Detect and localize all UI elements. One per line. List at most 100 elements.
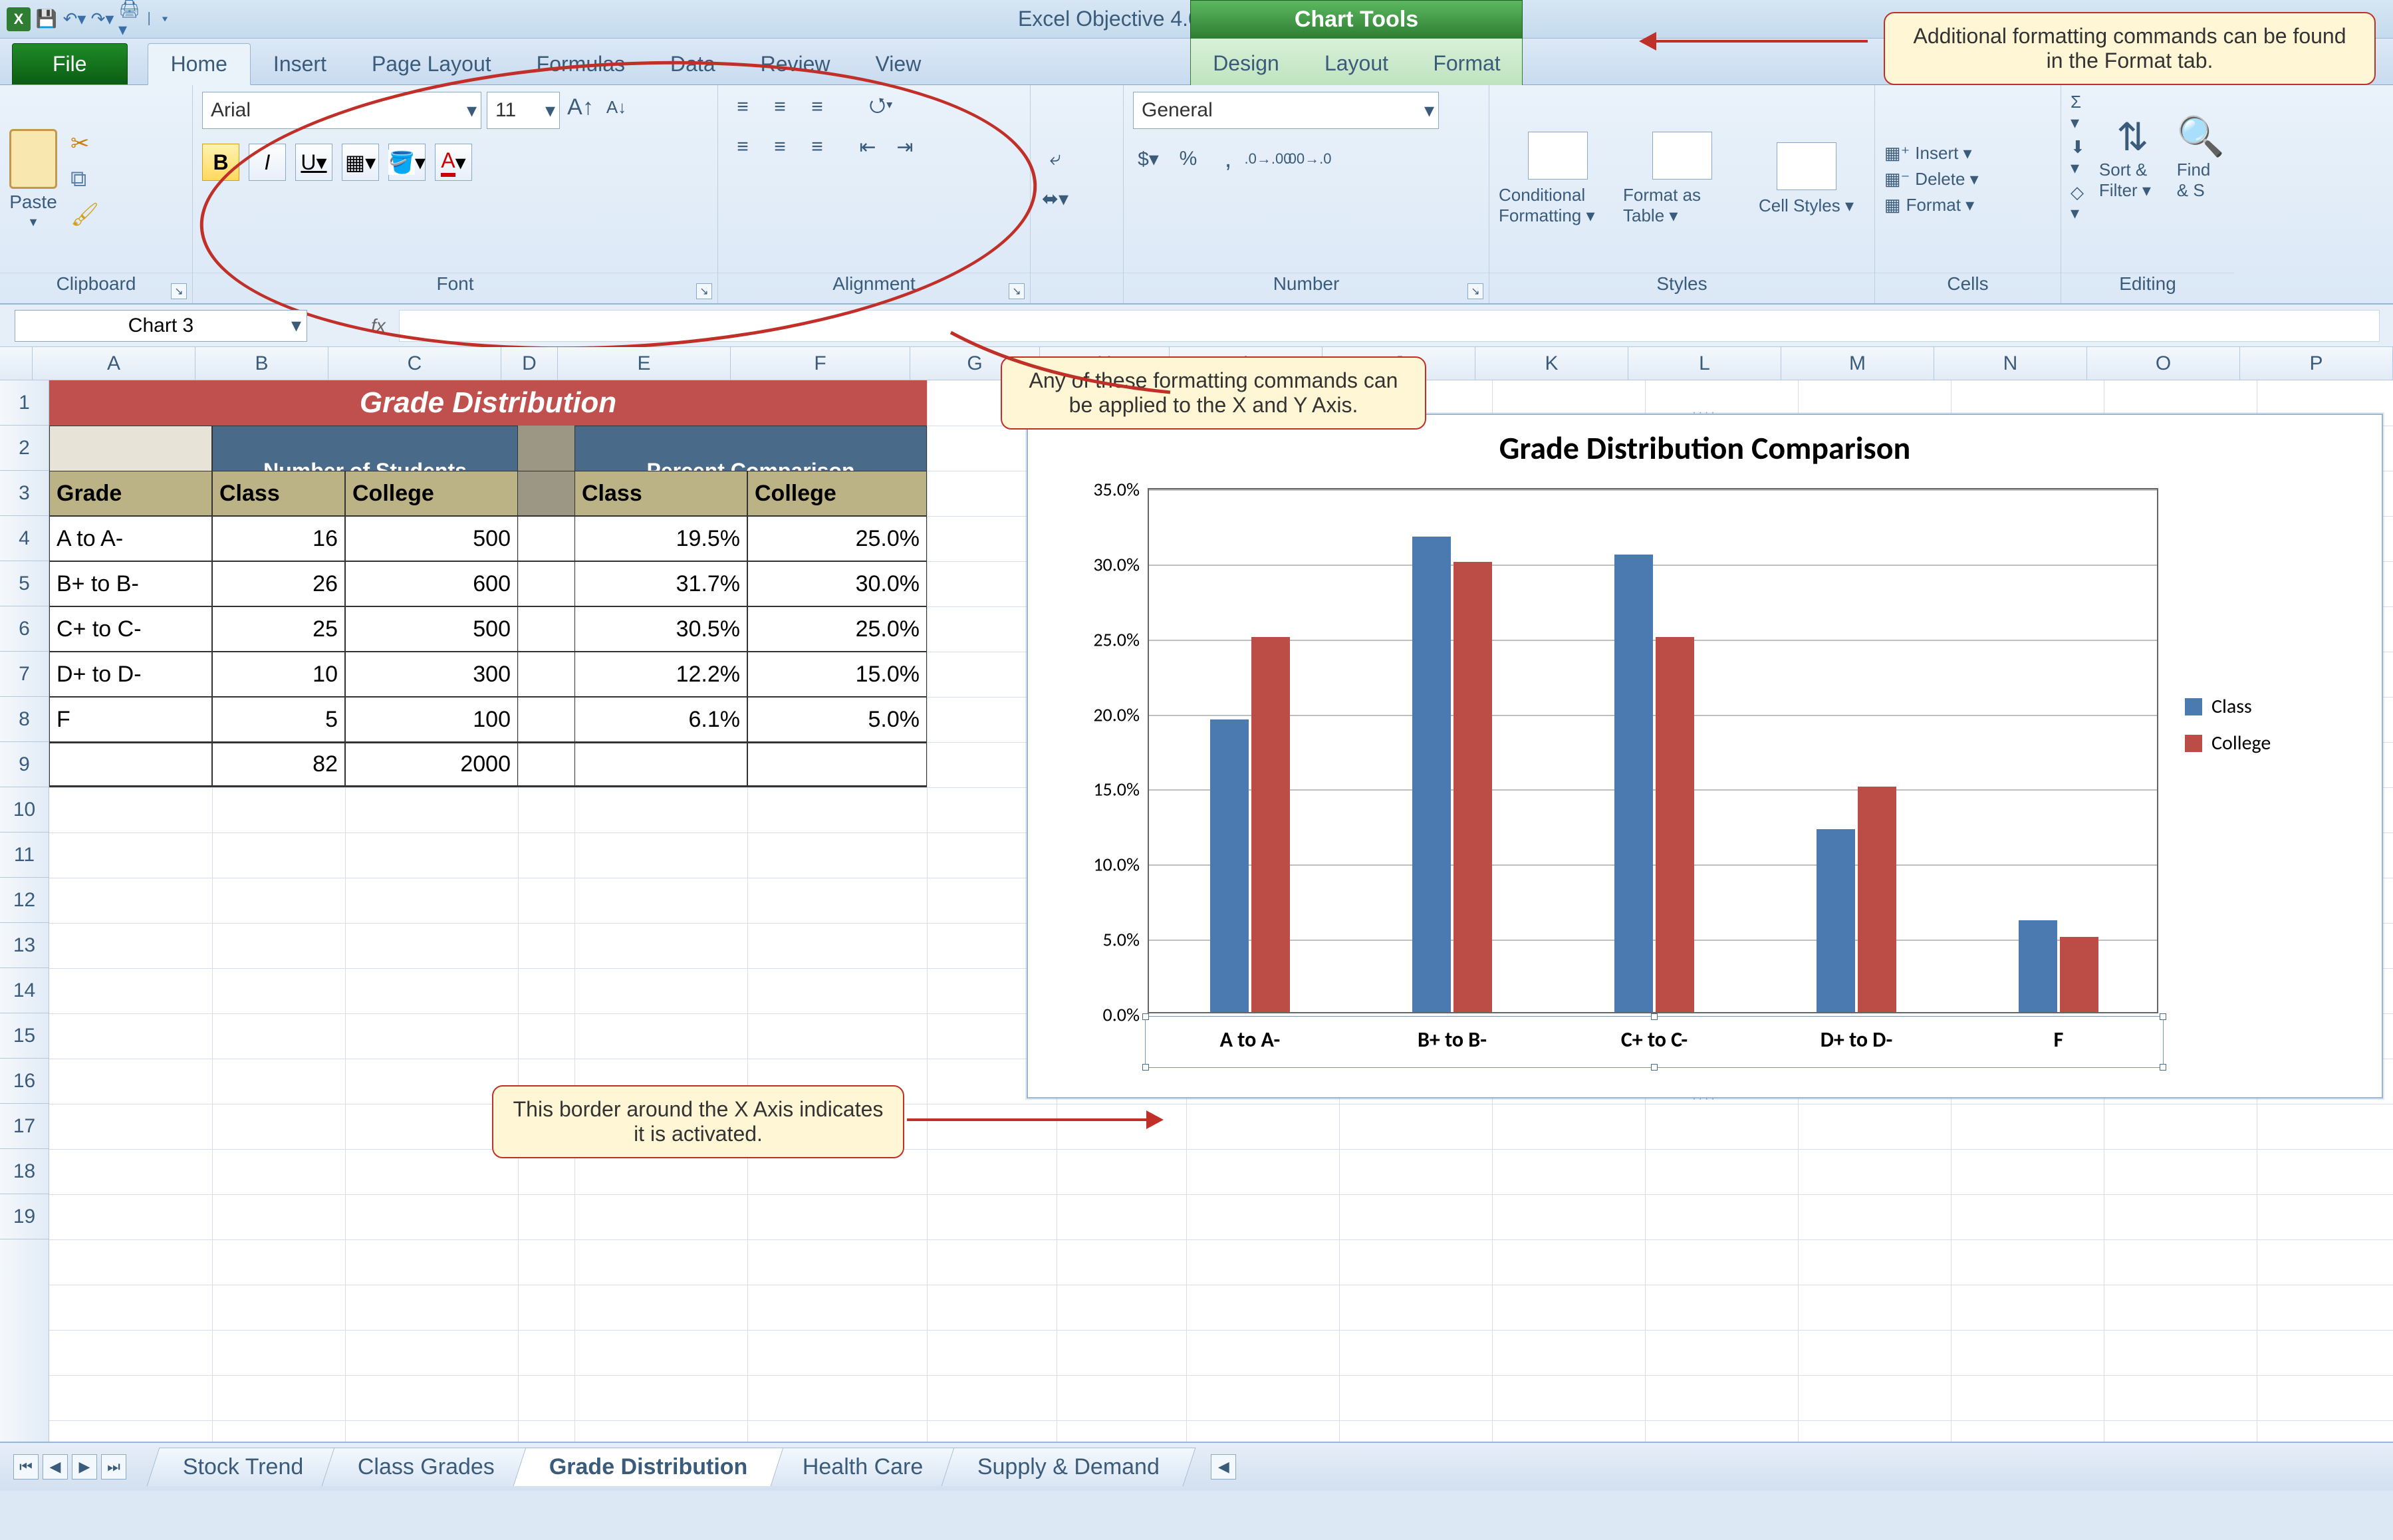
sheet-tab[interactable]: Class Grades [322,1448,531,1486]
cell[interactable] [574,742,747,787]
tab-nav-prev-icon[interactable]: ◀ [43,1454,68,1479]
file-tab[interactable]: File [12,43,128,84]
cell[interactable]: B+ to B- [49,561,212,606]
cell[interactable]: 82 [212,742,345,787]
cell[interactable]: College [345,471,518,516]
cut-icon[interactable]: ✂ [70,130,99,157]
cell[interactable] [518,561,574,606]
cell[interactable]: 16 [212,516,345,561]
sort-filter-button[interactable]: ⇅Sort & Filter ▾ [2099,114,2166,201]
cell[interactable]: 300 [345,652,518,697]
tab-insert[interactable]: Insert [251,44,349,84]
row-header[interactable]: 12 [0,878,49,923]
clear-icon[interactable]: ◇ ▾ [2071,182,2088,223]
tab-nav-first-icon[interactable]: ⏮ [13,1454,39,1479]
insert-cells-button[interactable]: ▦⁺Insert ▾ [1884,143,1979,164]
paste-button[interactable]: Paste ▼ [9,129,57,229]
cell[interactable] [518,742,574,787]
chart-bar[interactable] [1817,829,1855,1012]
column-header[interactable]: C [328,347,501,380]
copy-icon[interactable]: ⧉ [70,166,99,192]
row-header[interactable]: 7 [0,652,49,697]
find-select-button[interactable]: 🔍Find & S [2177,114,2225,201]
cell[interactable]: 25 [212,606,345,652]
column-header[interactable]: P [2240,347,2393,380]
row-header[interactable]: 13 [0,923,49,968]
row-header[interactable]: 18 [0,1149,49,1194]
row-header[interactable]: 4 [0,516,49,561]
row-header[interactable]: 5 [0,561,49,606]
chart-bar[interactable] [1858,787,1896,1012]
cell[interactable]: 12.2% [574,652,747,697]
format-cells-button[interactable]: ▦Format ▾ [1884,195,1979,215]
tab-format[interactable]: Format [1412,42,1522,85]
row-header[interactable]: 14 [0,968,49,1013]
wrap-text-icon[interactable]: ⤶ [1040,144,1071,174]
tab-nav-next-icon[interactable]: ▶ [72,1454,97,1479]
cells-area[interactable]: Grade DistributionNumber of StudentsPerc… [49,380,2393,1491]
chart-bar[interactable] [1210,719,1249,1012]
row-header[interactable]: 11 [0,833,49,878]
cell[interactable]: A to A- [49,516,212,561]
qat-customize-icon[interactable]: ⎸▾ [146,7,170,31]
cell[interactable]: 31.7% [574,561,747,606]
conditional-formatting-button[interactable]: Conditional Formatting ▾ [1499,132,1616,226]
tab-nav-last-icon[interactable]: ⏭ [101,1454,126,1479]
chart-bar[interactable] [1614,555,1653,1012]
select-all-corner[interactable] [0,347,33,380]
chart-bar[interactable] [1453,562,1492,1012]
legend-item[interactable]: Class [2185,694,2271,719]
row-header[interactable]: 19 [0,1194,49,1239]
row-header[interactable]: 15 [0,1013,49,1059]
column-header[interactable]: E [558,347,731,380]
chart-legend[interactable]: ClassCollege [2185,694,2271,767]
row-header[interactable]: 3 [0,471,49,516]
cell[interactable]: 26 [212,561,345,606]
cell[interactable]: 6.1% [574,697,747,742]
cell[interactable]: 19.5% [574,516,747,561]
row-header[interactable]: 10 [0,787,49,833]
decrease-decimal-icon[interactable]: .00→.0 [1293,144,1323,174]
tab-design[interactable]: Design [1191,42,1301,85]
number-format-select[interactable]: General▾ [1133,92,1439,129]
format-painter-icon[interactable]: 🖌 [70,201,99,228]
tab-scroll-right-icon[interactable]: ◀ [1211,1454,1236,1479]
chart-object[interactable]: Grade Distribution Comparison0.0%5.0%10.… [1027,414,2383,1098]
cell[interactable]: 2000 [345,742,518,787]
cell[interactable] [747,742,927,787]
column-header[interactable]: B [195,347,328,380]
cell[interactable]: 10 [212,652,345,697]
tab-home[interactable]: Home [148,43,251,85]
cell[interactable]: Grade [49,471,212,516]
save-icon[interactable]: 💾 [35,7,59,31]
column-header[interactable]: K [1475,347,1628,380]
row-header[interactable]: 9 [0,742,49,787]
chart-bar[interactable] [1251,637,1290,1012]
worksheet-grid[interactable]: ABCDEFGHIJKLMNOP 12345678910111213141516… [0,347,2393,1491]
chart-bar[interactable] [1412,537,1451,1013]
undo-icon[interactable]: ↶▾ [63,7,86,31]
cell[interactable]: Class [212,471,345,516]
delete-cells-button[interactable]: ▦⁻Delete ▾ [1884,169,1979,190]
row-header[interactable]: 8 [0,697,49,742]
cell[interactable]: 5.0% [747,697,927,742]
row-header[interactable]: 16 [0,1059,49,1104]
number-dialog-launcher[interactable]: ↘ [1467,283,1483,299]
cell[interactable]: Grade Distribution [49,380,927,426]
print-preview-icon[interactable]: 🖨▾ [118,7,142,31]
chart-bar[interactable] [2060,937,2098,1012]
cell[interactable] [518,697,574,742]
cell[interactable]: 30.0% [747,561,927,606]
column-header[interactable]: L [1628,347,1781,380]
cell[interactable] [518,471,574,516]
cell[interactable]: D+ to D- [49,652,212,697]
row-header[interactable]: 17 [0,1104,49,1149]
sheet-tab[interactable]: Grade Distribution [513,1448,784,1486]
cell[interactable] [518,606,574,652]
cell[interactable]: F [49,697,212,742]
cell[interactable] [49,742,212,787]
column-header[interactable]: O [2087,347,2240,380]
autosum-icon[interactable]: Σ ▾ [2071,92,2088,133]
redo-icon[interactable]: ↷▾ [90,7,114,31]
increase-decimal-icon[interactable]: .0→.00 [1253,144,1283,174]
